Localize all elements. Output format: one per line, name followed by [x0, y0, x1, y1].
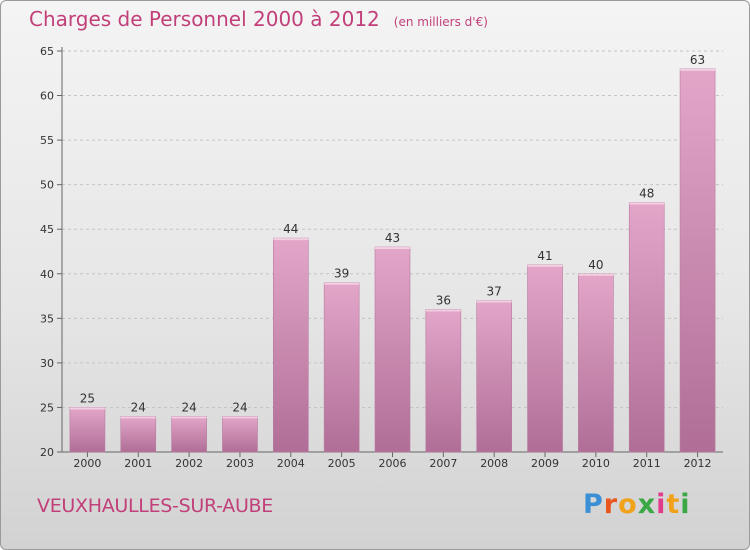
data-label: 43 [385, 231, 400, 245]
bar [679, 68, 716, 453]
bar-highlight [425, 309, 461, 312]
bar [374, 246, 411, 453]
x-tick-label: 2006 [379, 457, 407, 470]
x-tick-label: 2007 [429, 457, 457, 470]
logo-letter: x [637, 489, 657, 520]
logo-letter: i [656, 489, 667, 520]
bar-highlight [222, 416, 258, 419]
title-unit: (en milliers d'€) [393, 15, 488, 29]
bar [69, 407, 106, 453]
data-labels: 25 24 24 24 44 39 43 36 37 41 40 48 63 [80, 53, 705, 415]
x-tick-label: 2009 [531, 457, 559, 470]
data-label: 39 [334, 267, 349, 281]
logo-letter: r [603, 489, 619, 520]
x-tick-label: 2002 [175, 457, 203, 470]
data-label: 24 [232, 400, 247, 414]
bar-highlight [680, 68, 716, 71]
data-label: 48 [639, 186, 654, 200]
y-tick-label: 55 [40, 134, 54, 147]
data-label: 41 [537, 249, 552, 263]
bar [171, 416, 207, 453]
y-tick-label: 40 [40, 268, 54, 281]
x-tick-label: 2011 [633, 457, 661, 470]
bar-highlight [578, 273, 614, 276]
bar-highlight [324, 282, 360, 285]
bar-highlight [69, 407, 105, 410]
y-tick-label: 65 [40, 45, 54, 58]
data-label: 63 [690, 53, 705, 67]
y-tick-label: 35 [40, 312, 54, 325]
x-tick-label: 2010 [582, 457, 610, 470]
proxiti-logo: Proxiti [583, 489, 691, 520]
bar [273, 237, 309, 453]
bar [476, 300, 512, 453]
data-label: 44 [283, 222, 298, 236]
bar [323, 282, 360, 453]
x-tick-label: 2003 [226, 457, 254, 470]
data-label: 24 [131, 400, 146, 414]
y-tick-label: 25 [40, 401, 54, 414]
y-tick-label: 60 [40, 90, 54, 103]
bar-highlight [375, 247, 410, 250]
x-tick-label: 2001 [124, 457, 152, 470]
x-tick-label: 2005 [328, 457, 356, 470]
y-tick-label: 45 [40, 223, 54, 236]
logo-letter: o [618, 489, 638, 520]
x-tick-label: 2004 [277, 457, 305, 470]
data-label: 40 [588, 258, 603, 272]
x-tick-label: 2012 [684, 457, 712, 470]
bar [222, 416, 258, 453]
data-label: 25 [80, 391, 95, 405]
data-label: 36 [436, 293, 451, 307]
bars [69, 68, 716, 453]
y-tick-label: 30 [40, 357, 54, 370]
bar-highlight [629, 202, 665, 205]
data-label: 37 [487, 285, 502, 299]
y-tick-label: 50 [40, 179, 54, 192]
logo-letter: t [666, 489, 681, 520]
title-text: Charges de Personnel 2000 à 2012 [29, 7, 380, 31]
x-tick-label: 2000 [73, 457, 101, 470]
bar [628, 202, 665, 453]
bar [578, 273, 614, 453]
bar [425, 309, 462, 453]
commune-name: VEUXHAULLES-SUR-AUBE [37, 495, 273, 517]
bar-highlight [171, 416, 207, 419]
y-tick-label: 20 [40, 446, 54, 459]
bar-highlight [476, 300, 512, 303]
data-label: 24 [181, 400, 196, 414]
bar [120, 416, 157, 453]
x-tick-label: 2008 [480, 457, 508, 470]
bar [527, 264, 563, 453]
logo-letter: i [680, 489, 691, 520]
bar-highlight [120, 416, 156, 419]
logo-letter: P [583, 489, 604, 520]
bar-highlight [273, 238, 309, 241]
chart-title: Charges de Personnel 2000 à 2012 (en mill… [29, 7, 488, 31]
bar-highlight [527, 264, 563, 267]
